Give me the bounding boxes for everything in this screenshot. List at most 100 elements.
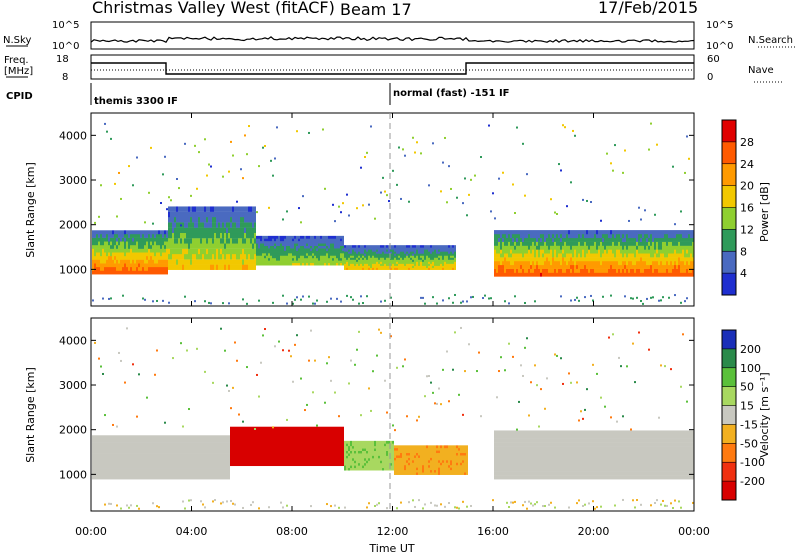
heatmap-cell: [296, 263, 298, 266]
heatmap-cell: [624, 269, 626, 273]
heatmap-cell: [336, 236, 338, 239]
heatmap-cell: [612, 238, 614, 242]
heatmap-cell: [662, 249, 664, 253]
heatmap-cell: [172, 439, 174, 443]
heatmap-cell: [216, 461, 218, 465]
heatmap-cell: [224, 435, 226, 439]
heatmap-cell: [116, 234, 118, 238]
heatmap-cell: [92, 260, 94, 264]
heatmap-cell: [152, 252, 154, 256]
heatmap-cell: [686, 253, 688, 257]
heatmap-cell: [92, 238, 94, 242]
heatmap-cell: [142, 435, 144, 439]
heatmap-cell: [682, 230, 684, 234]
heatmap-cell: [604, 253, 606, 257]
heatmap-cell: [334, 253, 336, 256]
heatmap-cell: [216, 228, 218, 233]
heatmap-cell: [194, 212, 196, 217]
heatmap-cell: [172, 254, 174, 259]
heatmap-cell: [200, 228, 202, 233]
speckle-cell: [336, 298, 338, 300]
heatmap-cell: [514, 230, 516, 234]
heatmap-cell: [188, 254, 190, 259]
heatmap-cell: [546, 265, 548, 269]
heatmap-cell: [624, 253, 626, 257]
heatmap-cell: [100, 475, 102, 479]
heatmap-cell: [108, 439, 110, 443]
heatmap-cell: [166, 472, 168, 476]
heatmap-cell: [682, 234, 684, 238]
heatmap-cell: [104, 450, 106, 454]
heatmap-cell: [202, 259, 204, 264]
heatmap-cell: [124, 263, 126, 267]
speckle-cell: [152, 502, 154, 504]
heatmap-cell: [532, 234, 534, 238]
heatmap-cell: [524, 269, 526, 273]
heatmap-cell: [630, 249, 632, 253]
heatmap-cell: [108, 256, 110, 260]
heatmap-cell: [300, 236, 302, 239]
heatmap-cell: [600, 230, 602, 234]
heatmap-cell: [332, 236, 334, 239]
scatter-cell: [572, 130, 574, 132]
heatmap-cell: [206, 443, 208, 447]
heatmap-cell: [316, 246, 318, 249]
scatter-cell: [492, 192, 494, 194]
heatmap-cell: [184, 461, 186, 465]
heatmap-cell: [174, 446, 176, 450]
heatmap-cell: [200, 457, 202, 461]
heatmap-cell: [616, 257, 618, 261]
heatmap-cell: [240, 430, 242, 434]
heatmap-cell: [178, 475, 180, 479]
heatmap-cell: [616, 230, 618, 234]
heatmap-cell: [616, 273, 618, 277]
heatmap-cell: [124, 435, 126, 439]
heatmap-cell: [614, 273, 616, 277]
heatmap-cell: [252, 453, 254, 457]
heatmap-cell: [220, 465, 222, 469]
heatmap-cell: [298, 241, 300, 244]
heatmap-cell: [164, 443, 166, 447]
heatmap-cell: [226, 454, 228, 458]
scatter-cell: [516, 127, 518, 129]
heatmap-cell: [206, 206, 208, 211]
heatmap-cell: [290, 456, 292, 460]
heatmap-cell: [660, 261, 662, 265]
heatmap-cell: [246, 430, 248, 434]
speckle-cell: [490, 297, 492, 299]
heatmap-cell: [360, 245, 362, 247]
freq-trace: [91, 63, 694, 74]
heatmap-cell: [154, 472, 156, 476]
heatmap-cell: [660, 234, 662, 238]
heatmap-cell: [186, 439, 188, 443]
scatter-cell: [272, 426, 274, 428]
scatter-cell: [560, 169, 562, 171]
heatmap-cell: [244, 443, 246, 447]
heatmap-cell: [112, 241, 114, 245]
heatmap-cell: [270, 462, 272, 466]
heatmap-cell: [622, 238, 624, 242]
heatmap-cell: [232, 459, 234, 463]
heatmap-cell: [612, 234, 614, 238]
heatmap-cell: [106, 475, 108, 479]
heatmap-cell: [162, 256, 164, 260]
heatmap-cell: [220, 217, 222, 222]
speckle-cell: [302, 296, 304, 298]
scatter-cell: [112, 424, 114, 426]
heatmap-cell: [222, 265, 224, 270]
heatmap-cell: [140, 245, 142, 249]
heatmap-cell: [288, 459, 290, 463]
heatmap-cell: [126, 461, 128, 465]
heatmap-cell: [168, 233, 170, 238]
heatmap-cell: [218, 472, 220, 476]
heatmap-cell: [276, 246, 278, 249]
heatmap-cell: [330, 255, 332, 258]
heatmap-cell: [286, 241, 288, 244]
heatmap-cell: [580, 273, 582, 277]
heatmap-cell: [230, 238, 232, 243]
heatmap-cell: [170, 233, 172, 238]
heatmap-cell: [166, 454, 168, 458]
speckle-cell: [346, 295, 348, 297]
heatmap-cell: [260, 427, 262, 431]
heatmap-cell: [502, 242, 504, 246]
